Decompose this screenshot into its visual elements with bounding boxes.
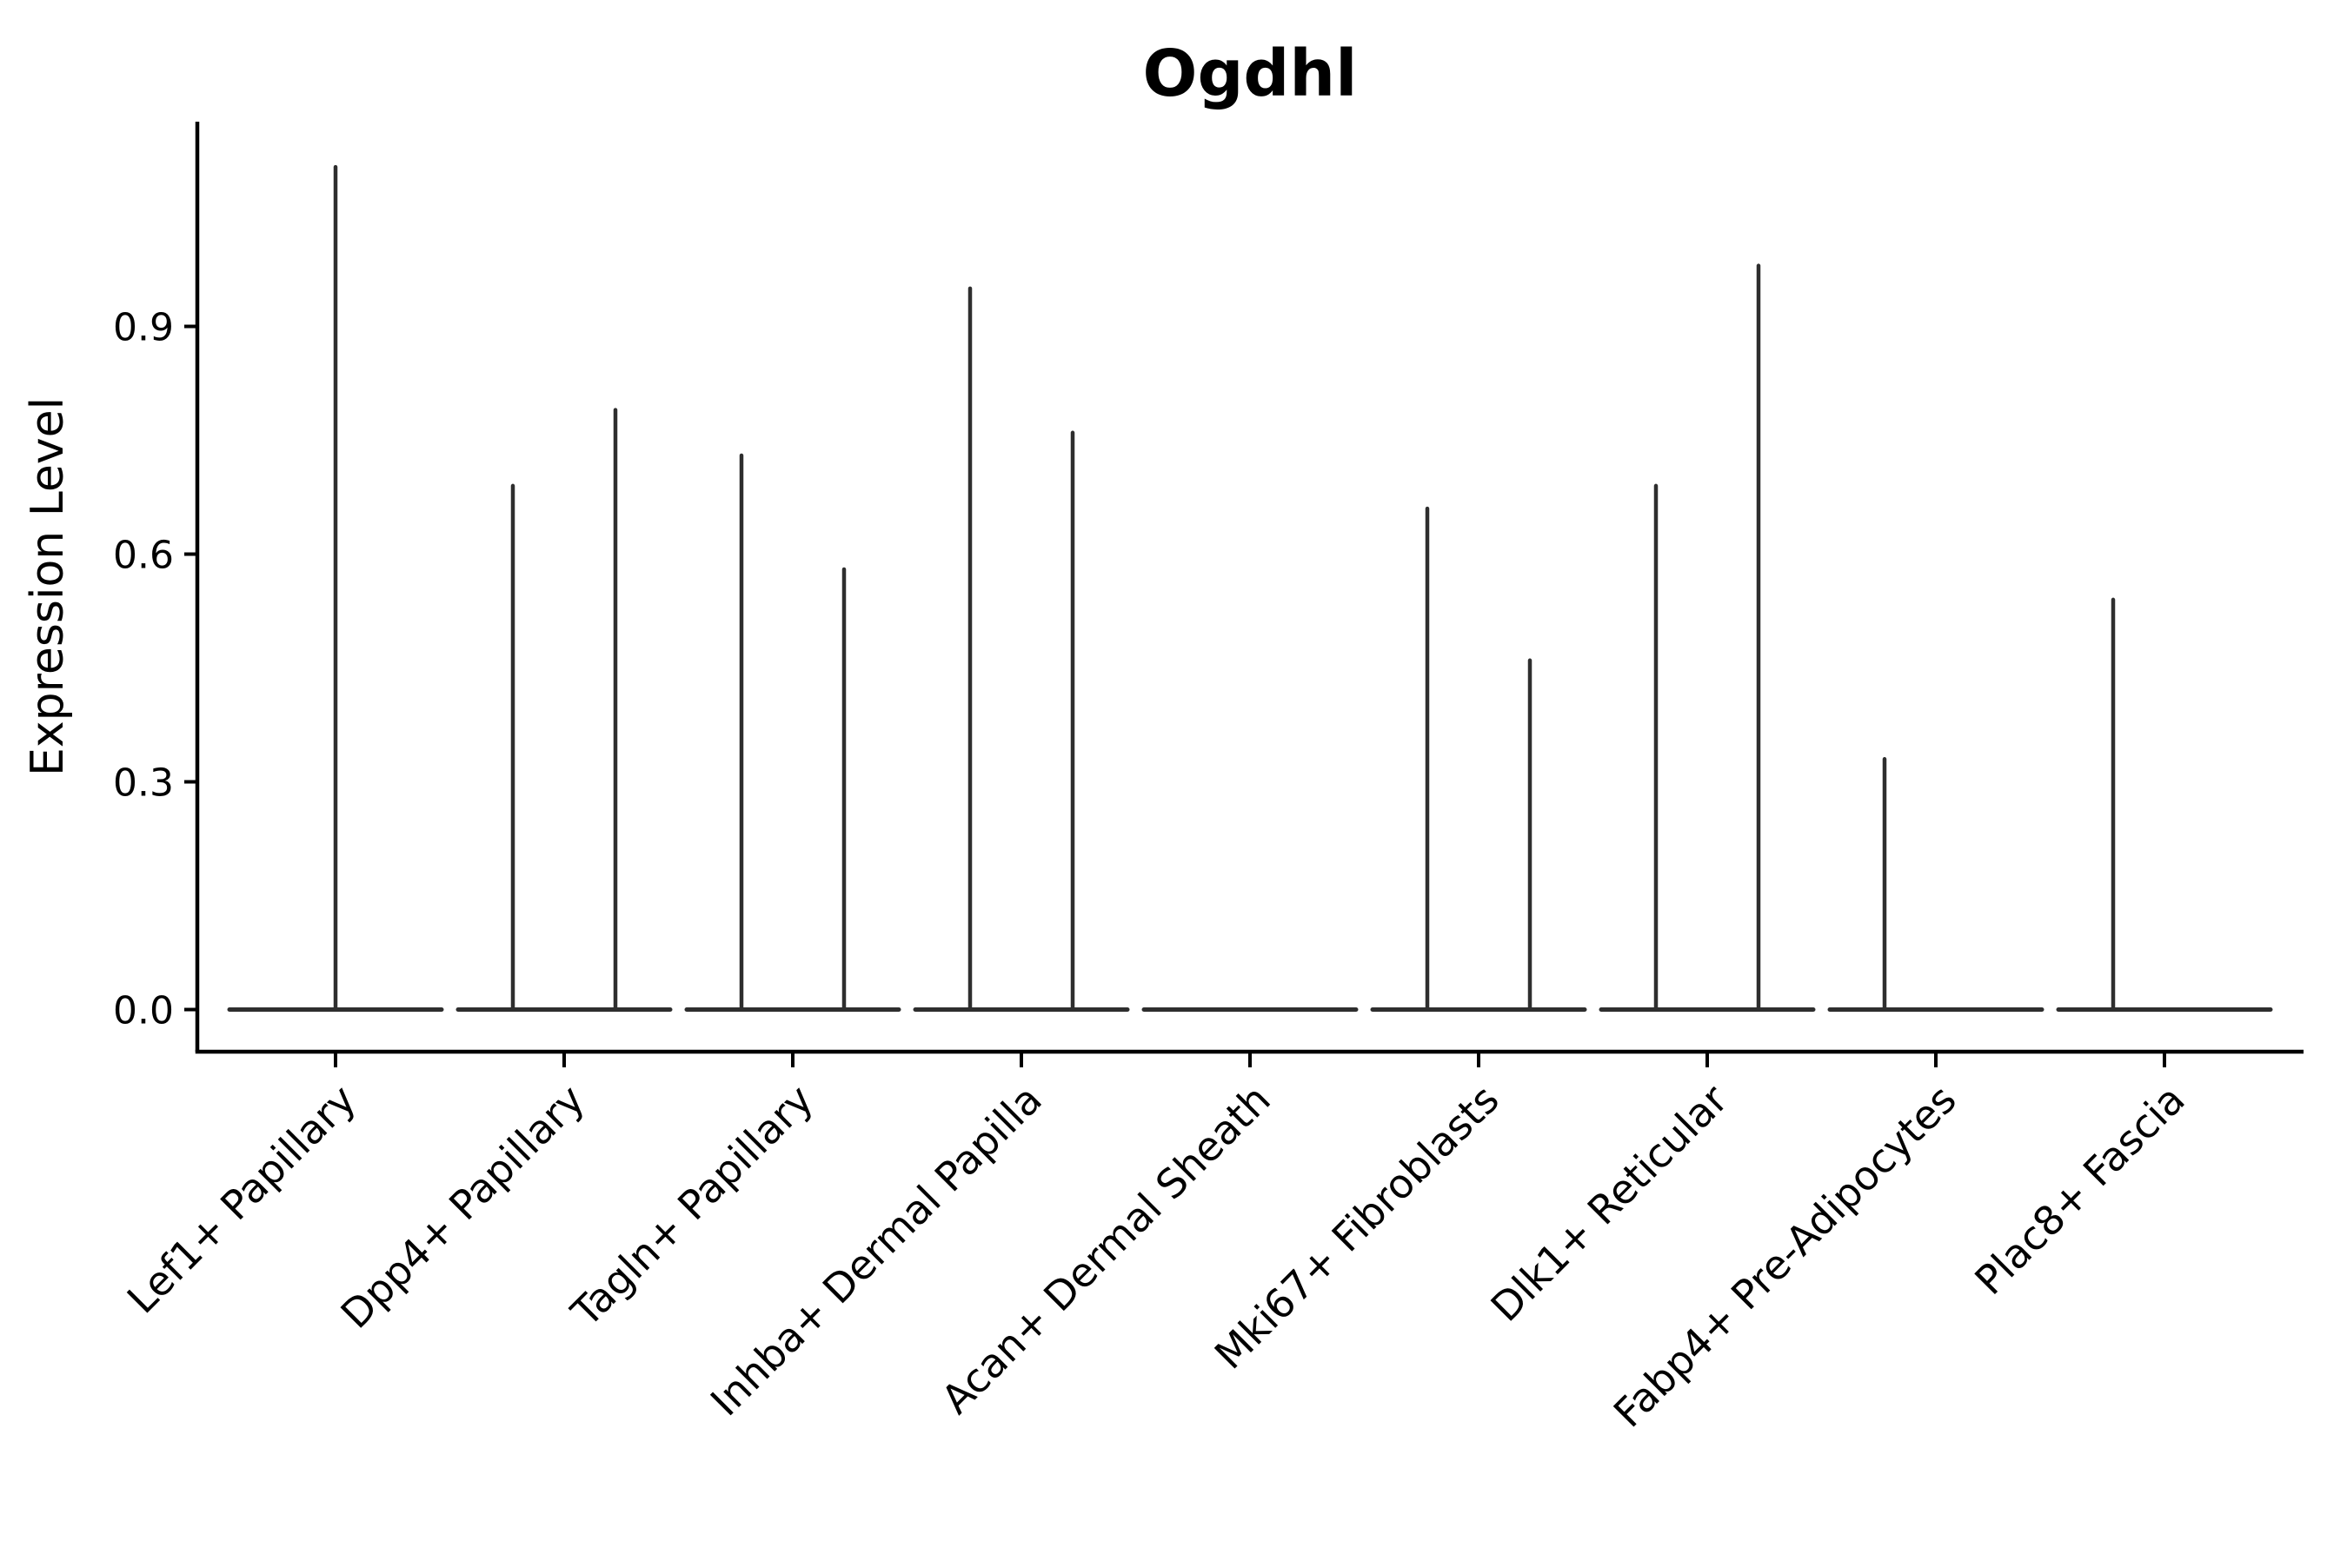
x-category-label: Plac8+ Fascia — [1965, 1076, 2193, 1304]
violins-layer — [227, 164, 2273, 1012]
x-category-label: Dpp4+ Papillary — [332, 1076, 594, 1338]
x-category-label: Lef1+ Papillary — [118, 1076, 365, 1323]
y-tick-label: 0.3 — [113, 761, 174, 806]
x-category-label: Tagln+ Papillary — [562, 1076, 822, 1337]
y-tick-label: 0.9 — [113, 306, 174, 350]
plot-title: Ogdhl — [1143, 37, 1358, 111]
y-tick-label: 0.0 — [113, 989, 174, 1033]
x-category-label: Dlk1+ Reticular — [1482, 1076, 1737, 1331]
axes-layer — [184, 122, 2304, 1067]
y-axis-title: Expression Level — [22, 397, 74, 776]
y-tick-label: 0.6 — [113, 534, 174, 578]
